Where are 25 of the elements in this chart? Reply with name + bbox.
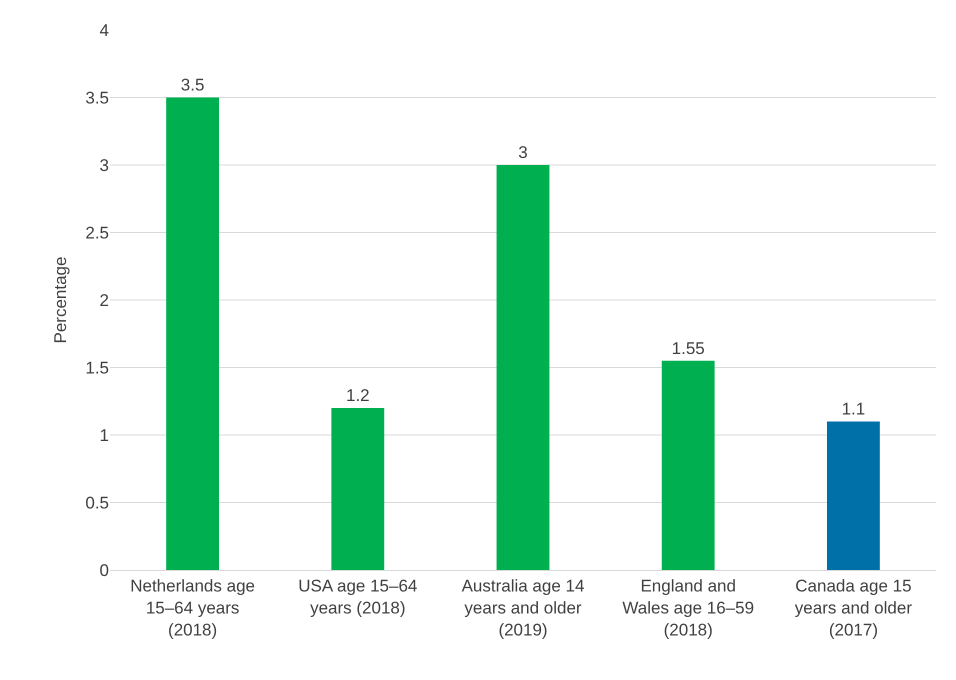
bar [331,408,384,570]
x-tick-label: Australia age 14 years and older (2019) [462,576,584,640]
bar [496,165,550,570]
bar [166,98,220,570]
y-tick-label: 0.5 [85,493,109,512]
y-tick-label: 3.5 [85,88,109,108]
x-tick-label: Canada age 15 years and older (2017) [794,576,912,640]
y-tick-label: 4 [100,20,109,40]
y-tick-label: 1.5 [85,358,109,378]
x-tick-label: England and Wales age 16–59 (2018) [622,576,754,640]
y-tick-label: 0 [100,560,109,580]
data-label: 3 [518,143,528,162]
data-label: 1.55 [672,338,705,358]
bar [662,360,715,570]
bar [826,422,880,570]
y-tick-label: 2.5 [85,223,109,242]
x-tick-label: Netherlands age 15–64 years (2018) [130,576,255,640]
y-tick-label: 3 [100,156,109,175]
data-label: 1.1 [842,400,866,418]
y-tick-label: 2 [100,290,109,310]
y-tick-label: 1 [100,426,109,445]
data-label: 1.2 [346,386,370,405]
data-label: 3.5 [180,76,204,94]
y-axis-title: Percentage [51,256,70,344]
x-tick-label: USA age 15–64 years (2018) [298,576,418,618]
